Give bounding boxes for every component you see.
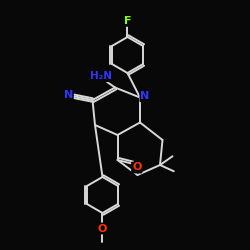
Text: H₂N: H₂N [90, 71, 112, 81]
Text: O: O [132, 162, 141, 172]
Text: F: F [124, 16, 131, 26]
Text: N: N [140, 91, 149, 101]
Text: O: O [98, 224, 107, 234]
Text: N: N [64, 90, 73, 100]
